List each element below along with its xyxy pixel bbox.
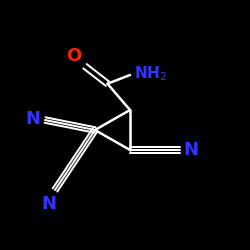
- Text: N: N: [184, 141, 199, 159]
- Text: N: N: [25, 110, 40, 128]
- Text: O: O: [66, 47, 82, 65]
- Text: NH$_2$: NH$_2$: [134, 64, 167, 83]
- Text: N: N: [41, 195, 56, 213]
